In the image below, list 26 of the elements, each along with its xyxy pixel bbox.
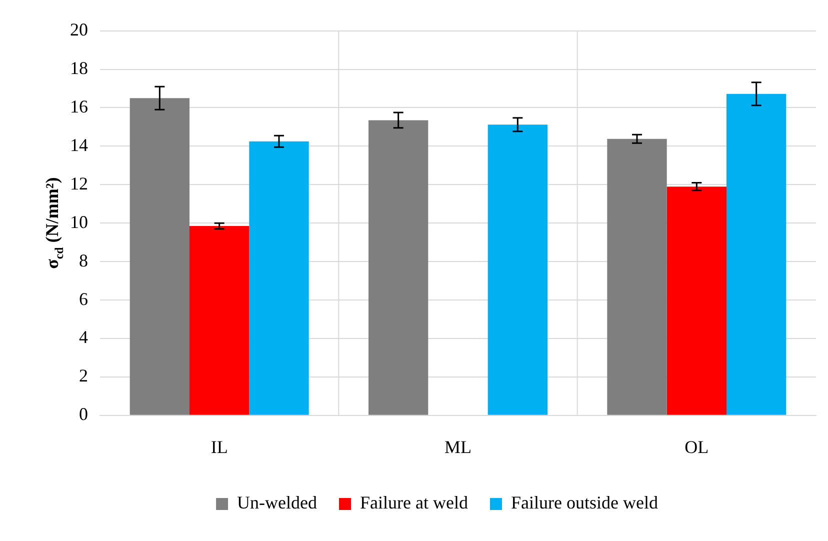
y-tick-label: 6 <box>79 288 88 309</box>
y-tick-label: 8 <box>79 250 88 270</box>
bar <box>726 94 786 415</box>
y-tick-label: 10 <box>70 212 88 232</box>
y-tick-label: 0 <box>79 404 88 424</box>
x-tick-label: IL <box>210 436 228 457</box>
y-tick-label: 12 <box>70 173 88 194</box>
legend-label: Failure at weld <box>360 492 468 513</box>
bar <box>130 98 190 415</box>
bar <box>249 141 309 415</box>
y-axis-title: σcd (N/mm²) <box>42 177 66 269</box>
y-tick-label: 2 <box>79 366 88 386</box>
bar <box>488 124 548 415</box>
bar <box>368 120 428 415</box>
y-tick-label: 14 <box>70 134 88 155</box>
x-tick-label: ML <box>444 436 472 457</box>
bar <box>666 186 726 415</box>
bar <box>607 138 667 415</box>
legend-label: Failure outside weld <box>510 492 658 513</box>
y-tick-label: 16 <box>70 96 88 116</box>
y-tick-label: 18 <box>70 58 88 78</box>
bar <box>190 226 250 415</box>
y-tick-label: 20 <box>70 20 88 40</box>
y-tick-label: 4 <box>79 327 88 348</box>
legend-label: Un-welded <box>237 492 318 513</box>
x-tick-label: OL <box>684 436 709 457</box>
